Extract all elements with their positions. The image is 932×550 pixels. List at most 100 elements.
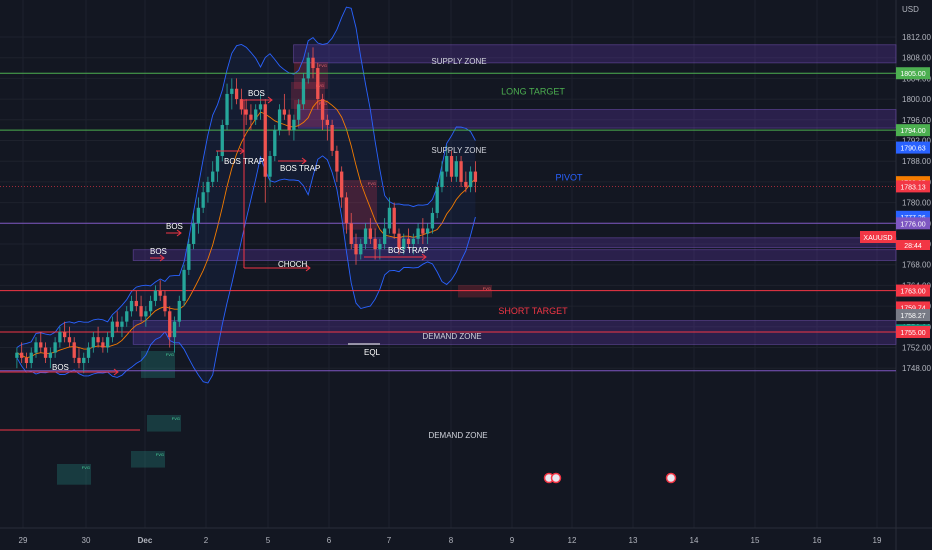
- flag-icon[interactable]: [550, 472, 562, 484]
- x-tick-label: 7: [387, 536, 392, 545]
- candle-body: [349, 223, 353, 244]
- price-badges: 1805.001794.001790.631783.951783.131777.…: [896, 67, 930, 338]
- bos-line-1-head: [113, 368, 119, 376]
- bos-label-2: BOS: [150, 247, 167, 256]
- price-badge-label: 1805.00: [900, 71, 925, 78]
- candle-body: [163, 295, 167, 312]
- horizontal-lines: [0, 72, 896, 372]
- band-fill: [16, 7, 476, 383]
- fvg-box: [131, 451, 165, 468]
- candle-body: [182, 269, 186, 301]
- event-markers[interactable]: [543, 472, 677, 484]
- fvg-label: FVG: [368, 181, 376, 186]
- fvg-label: FVG: [483, 286, 491, 291]
- candle-body: [201, 192, 205, 208]
- bollinger-bands: [16, 6, 476, 384]
- candle-body: [387, 207, 392, 229]
- band-upper: [16, 6, 476, 348]
- symbol-label: XAUUSD: [863, 235, 892, 242]
- candle-body: [153, 290, 158, 301]
- bos-label-4: BOS: [248, 89, 265, 98]
- y-tick-label: 1808.00: [902, 54, 931, 63]
- x-tick-label: 6: [327, 536, 332, 545]
- candle-body: [86, 347, 91, 358]
- candle-body: [435, 187, 439, 213]
- candle-body: [211, 171, 215, 182]
- price-badge-bg: [896, 325, 930, 338]
- candle-body: [125, 311, 129, 322]
- candle-body: [311, 57, 315, 69]
- candle-body: [383, 228, 387, 244]
- price-badge-label: 1763.00: [900, 289, 925, 296]
- candle-body: [268, 156, 272, 177]
- candle-body: [359, 244, 363, 255]
- candle-body: [292, 119, 296, 131]
- x-tick-label: 13: [629, 536, 638, 545]
- candle-body: [206, 181, 210, 193]
- candle-body: [316, 68, 320, 100]
- candle-body: [430, 212, 435, 229]
- y-tick-label: 1748.00: [902, 364, 931, 373]
- fvg-box: [147, 415, 181, 432]
- annotations-layer: [0, 96, 427, 431]
- candle-body: [459, 161, 463, 182]
- candle-body: [67, 337, 72, 343]
- candle-body: [191, 223, 196, 244]
- price-badge-label: 1790.63: [900, 146, 925, 153]
- candle-body: [172, 321, 177, 338]
- candle-body: [96, 337, 100, 343]
- candle-body: [129, 300, 134, 312]
- zone-box: [298, 109, 897, 129]
- candle-body: [58, 331, 62, 343]
- flag-icon[interactable]: [665, 472, 677, 484]
- candle-body: [177, 300, 181, 322]
- candle-body: [344, 197, 349, 224]
- candle-body: [282, 109, 287, 115]
- candle-body: [249, 114, 253, 120]
- fvg-box: [57, 464, 91, 485]
- candle-body: [464, 181, 468, 188]
- bos-line-4-head: [267, 96, 273, 104]
- symbol-badge-bg: [860, 231, 896, 243]
- fvg-box: [458, 285, 492, 298]
- candle-body: [82, 357, 86, 364]
- candle-body: [449, 156, 454, 177]
- target-labels: LONG TARGET PIVOT SHORT TARGET: [498, 86, 583, 315]
- price-badge-bg: [896, 141, 930, 154]
- target-label: PIVOT: [555, 172, 583, 182]
- candle-body: [168, 311, 172, 338]
- price-badge-label: 1783.13: [900, 184, 925, 191]
- candle-body: [110, 321, 115, 338]
- y-tick-label: 1800.00: [902, 95, 931, 104]
- candle-body: [320, 99, 325, 120]
- candle-body: [215, 156, 220, 172]
- candle-body: [139, 306, 143, 317]
- fvg-box: [141, 351, 175, 378]
- x-tick-label: Dec: [138, 536, 153, 545]
- candle-body: [24, 357, 29, 364]
- candle-body: [144, 311, 148, 317]
- price-badge-bg: [896, 180, 930, 193]
- time-axis[interactable]: 29 30 Dec 2 5 6 7 8 9 12 13 14 15 16 19: [19, 536, 882, 545]
- candle-body: [263, 104, 267, 177]
- candle-body: [368, 228, 372, 239]
- fvg-layer: FVGFVGFVGFVGFVGFVGFVGFVGFVG: [57, 62, 492, 485]
- candle-body: [48, 352, 52, 358]
- zone-box: [132, 249, 897, 261]
- candle-body: [244, 109, 248, 115]
- candle-body: [187, 244, 191, 270]
- candle-body: [425, 228, 430, 234]
- y-tick-label: 1752.00: [902, 344, 931, 353]
- supply-zone-label-2: SUPPLY ZONE: [431, 146, 486, 155]
- candle-body: [196, 207, 201, 224]
- candle-body: [340, 171, 344, 198]
- candle-body: [325, 119, 329, 125]
- candle-body: [354, 244, 358, 255]
- candle-body: [392, 207, 396, 234]
- y-tick-label: 1812.00: [902, 33, 931, 42]
- eql-label: EQL: [364, 348, 381, 357]
- bos-trap-line-3-head: [421, 253, 427, 261]
- candle-body: [335, 150, 339, 172]
- x-tick-label: 19: [873, 536, 882, 545]
